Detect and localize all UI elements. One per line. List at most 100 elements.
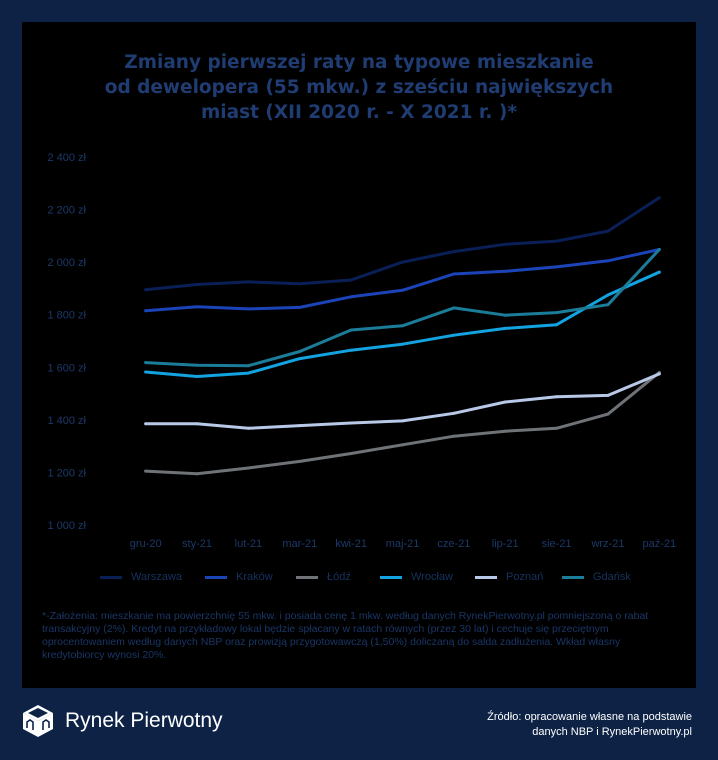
x-tick-label: sie-21 [542,538,572,550]
data-point [195,422,199,426]
legend-swatch [296,575,318,579]
data-point [401,443,404,447]
data-point [606,259,610,263]
data-point [657,248,661,252]
data-point [503,400,507,404]
legend-swatch [205,575,227,579]
data-point [246,364,250,368]
legend-swatch [380,575,402,579]
data-point [401,419,404,423]
chart-title-line: Zmiany pierwszej raty na typowe mieszkan… [124,52,594,73]
data-point [144,288,148,292]
x-tick-label: lut-21 [235,538,263,550]
legend-label: Poznań [506,571,544,583]
data-point [349,328,353,332]
legend-item: Warszawa [100,567,182,587]
legend-label: Wrocław [411,571,453,583]
data-point [401,288,404,292]
data-point [298,282,302,286]
data-point [144,361,148,365]
series-line-1 [144,248,661,313]
logo-text: Rynek Pierwotny [65,709,223,732]
data-point [503,429,507,433]
data-point [401,260,404,264]
chart-title: Zmiany pierwszej raty na typowe mieszkan… [22,50,696,125]
data-point [555,395,559,399]
data-point [298,459,302,463]
x-tick-label: mar-21 [282,538,317,550]
data-point [195,472,199,476]
data-point [452,250,456,254]
y-tick-label: 2 400 zł [47,152,86,164]
data-point [555,323,559,327]
legend-swatch [562,575,584,579]
data-point [606,229,610,233]
data-point [246,371,250,375]
data-point [657,372,661,376]
data-point [452,333,456,337]
legend-label: Łódź [327,571,351,583]
x-tick-label: gru-20 [130,538,162,550]
legend-item: Łódź [296,567,351,587]
data-point [452,272,456,276]
data-point [298,424,302,428]
data-point [144,469,148,473]
x-tick-label: lip-21 [492,538,519,550]
y-tick-label: 1 200 zł [47,467,86,479]
line-chart: 1 000 zł 1 200 zł 1 400 zł 1 600 zł 1 800 zł… [47,152,676,550]
data-point [195,282,199,286]
y-tick-label: 2 200 zł [47,205,86,217]
data-point [555,265,559,269]
legend-label: Kraków [236,571,273,583]
data-point [606,293,610,297]
data-point [349,295,353,299]
legend-swatch [100,575,122,579]
data-point [144,309,148,313]
legend-item: Wrocław [380,567,453,587]
series-line-0 [144,196,661,292]
data-point [298,350,302,354]
data-point [195,363,199,367]
x-tick-label: paź-21 [642,538,676,550]
series-line-2 [144,371,661,476]
data-point [606,393,610,397]
legend-label: Gdańsk [593,571,631,583]
data-point [349,421,353,425]
legend-label: Warszawa [131,571,182,583]
source-line: Źródło: opracowanie własne na podstawie [487,711,692,723]
data-point [452,434,456,438]
legend-swatch [475,575,497,579]
x-tick-label: sty-21 [182,538,212,550]
data-point [144,370,148,374]
data-point [298,305,302,309]
data-point [503,326,507,330]
data-point [452,306,456,310]
data-point [349,452,353,456]
data-point [401,324,404,328]
legend-item: Poznań [475,567,543,587]
y-tick-label: 1 000 zł [47,520,86,532]
chart-legend: Warszawa Kraków Łódź Wrocław Poznań Gdańsk [100,567,660,587]
data-point [606,412,610,416]
data-point [246,280,250,284]
y-tick-label: 2 000 zł [47,257,86,269]
data-point [555,426,559,430]
x-tick-label: kwi-21 [335,538,367,550]
data-point [401,342,404,346]
data-point [195,305,199,309]
legend-item: Kraków [205,567,273,587]
cube-logo-icon [23,705,53,737]
data-point [503,313,507,317]
data-point [606,303,610,307]
source-line: danych NBP i RynekPierwotny.pl [532,726,692,738]
y-tick-label: 1 400 zł [47,415,86,427]
data-point [555,311,559,315]
data-point [298,357,302,361]
data-point [144,422,148,426]
data-point [503,242,507,246]
data-point [503,269,507,273]
data-point [657,196,661,200]
data-point [246,466,250,470]
data-point [555,239,559,243]
data-point [349,278,353,282]
